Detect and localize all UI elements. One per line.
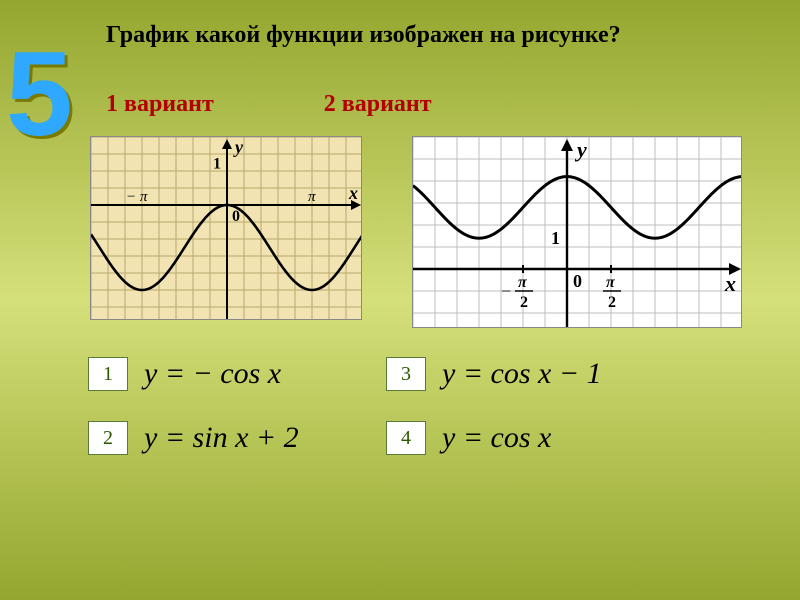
variant-labels-row: 1 вариант 2 вариант: [106, 91, 772, 118]
slide: 5 График какой функции изображен на рису…: [0, 0, 800, 600]
question-text: График какой функции изображен на рисунк…: [106, 22, 772, 49]
svg-text:1: 1: [551, 228, 560, 248]
answer-num-1[interactable]: 1: [88, 357, 128, 391]
svg-text:π: π: [308, 189, 316, 205]
svg-text:y: y: [233, 137, 244, 157]
svg-text:x: x: [724, 271, 736, 296]
chart-variant1: y x 1 0 − π π: [90, 136, 362, 320]
variant2-label: 2 вариант: [324, 91, 432, 118]
svg-text:2: 2: [520, 294, 528, 311]
answer-num-2[interactable]: 2: [88, 421, 128, 455]
svg-text:− π: − π: [126, 189, 148, 205]
answer-formula-4: y = cos x: [442, 421, 672, 455]
svg-text:y: y: [574, 137, 587, 162]
svg-text:π: π: [606, 274, 616, 291]
chart-variant2: yx10−π2π2: [412, 136, 742, 328]
question-number: 5: [6, 34, 73, 154]
answers-grid: 1 y = − cos x 3 y = cos x − 1 2 y = sin …: [88, 348, 772, 464]
svg-text:2: 2: [608, 294, 616, 311]
svg-text:1: 1: [213, 156, 221, 173]
answer-num-4[interactable]: 4: [386, 421, 426, 455]
variant1-label: 1 вариант: [106, 91, 214, 118]
answer-formula-1: y = − cos x: [144, 357, 374, 391]
svg-text:x: x: [348, 183, 358, 203]
answer-formula-2: y = sin x + 2: [144, 421, 374, 455]
svg-text:0: 0: [573, 271, 582, 291]
svg-text:0: 0: [232, 208, 240, 225]
svg-text:−: −: [501, 281, 511, 301]
charts-row: yx10− ππ yx10−π2π2: [90, 136, 772, 328]
answer-formula-3: y = cos x − 1: [442, 357, 672, 391]
answer-num-3[interactable]: 3: [386, 357, 426, 391]
svg-text:π: π: [518, 274, 528, 291]
